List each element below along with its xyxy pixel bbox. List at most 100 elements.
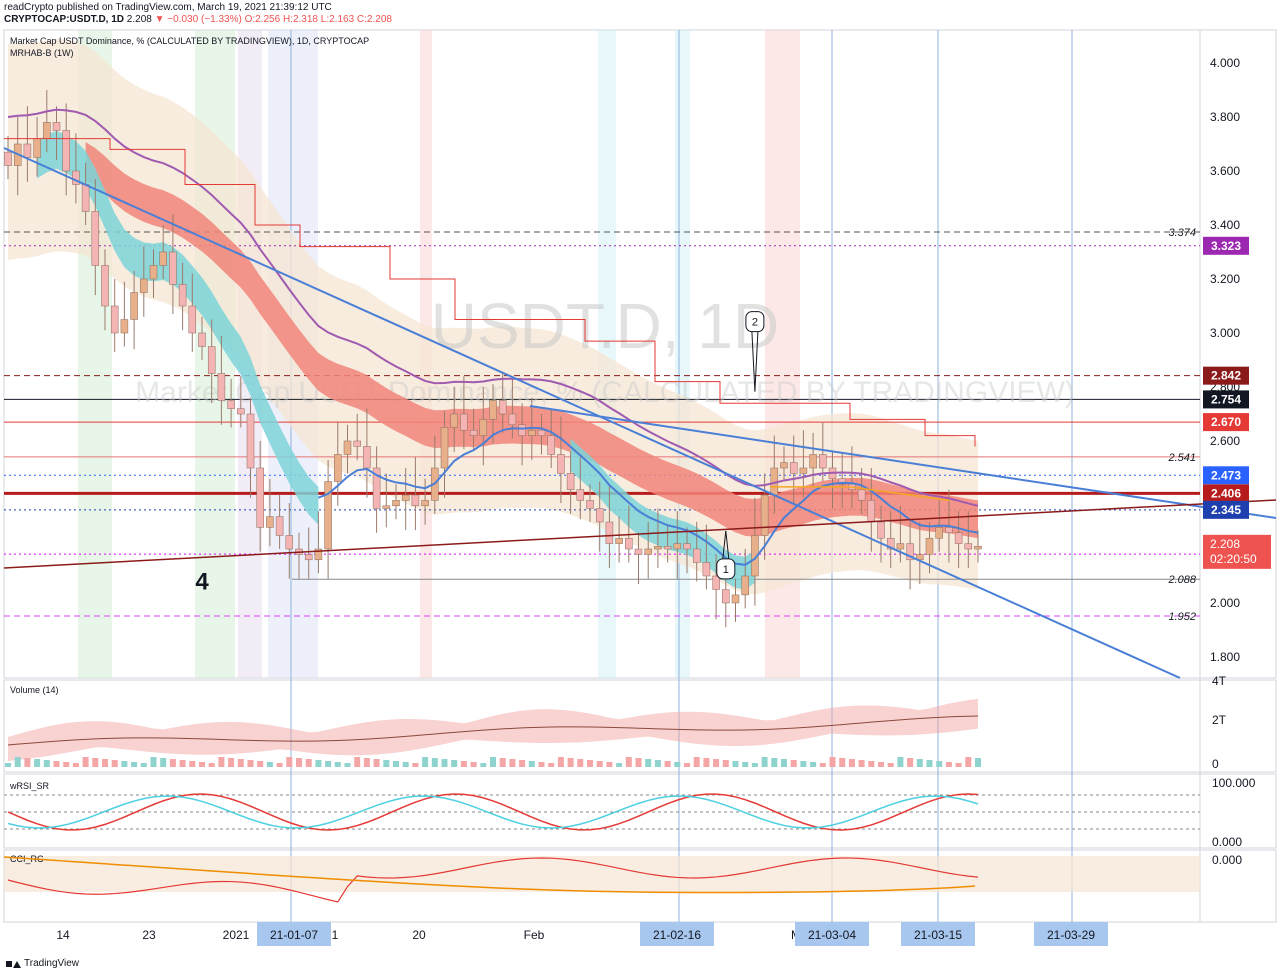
volume-bar xyxy=(509,759,516,767)
price-tag-label: 2.345 xyxy=(1211,503,1241,517)
volume-bar xyxy=(926,760,933,767)
price-axis-tick: 3.400 xyxy=(1210,218,1240,232)
cci-axis-tick: 0.000 xyxy=(1212,853,1242,867)
volume-bar xyxy=(577,759,584,767)
envelope-band xyxy=(8,38,978,595)
price-tag xyxy=(1203,466,1249,485)
volume-axis-tick: 0 xyxy=(1212,757,1219,771)
candle-body xyxy=(178,284,187,307)
main-pane-frame xyxy=(3,29,1277,679)
volume-bar xyxy=(693,757,700,767)
volume-bar xyxy=(422,757,429,767)
rsi-title: wRSI_SR xyxy=(9,781,50,791)
candle-body xyxy=(712,575,720,590)
volume-bar xyxy=(771,758,778,767)
rsi-signal-line xyxy=(7,795,979,829)
cci-ma xyxy=(3,856,976,894)
volume-bar xyxy=(14,757,21,767)
candle-body xyxy=(266,516,274,528)
volume-bar xyxy=(24,758,31,767)
volume-bar xyxy=(315,760,322,767)
volume-axis-tick: 2T xyxy=(1212,713,1227,727)
candle-body xyxy=(498,400,507,415)
price-axis: 4.0003.8003.6003.4003.2003.0002.8002.600… xyxy=(1210,56,1240,664)
callout-box xyxy=(716,558,736,580)
candle-body xyxy=(343,440,352,455)
time-axis-label: 21-03-15 xyxy=(914,928,962,942)
ma-ribbons xyxy=(37,130,979,590)
volume-bar xyxy=(218,757,225,767)
volume-bar xyxy=(606,762,613,767)
candle-body xyxy=(33,138,41,158)
volume-bar xyxy=(848,759,855,767)
candle-body xyxy=(363,446,371,469)
volume-bar xyxy=(965,757,972,767)
candle-body xyxy=(62,130,70,172)
volume-bar xyxy=(664,761,671,767)
candle-body xyxy=(23,143,32,158)
candle-body xyxy=(692,548,701,563)
price-axis-tick: 4.000 xyxy=(1210,56,1240,70)
time-axis: 1423202121-01-07120Feb21-02-16M21-03-042… xyxy=(56,922,1108,946)
descending-trendline-2 xyxy=(529,405,1277,519)
candle-body xyxy=(799,467,808,474)
time-axis-label: 21-02-16 xyxy=(653,928,701,942)
volume-bar xyxy=(645,759,652,767)
last-price: 2.208 xyxy=(126,14,152,25)
volume-bar xyxy=(334,762,341,767)
volume-bar xyxy=(150,757,157,767)
candle-body xyxy=(392,500,400,507)
volume-bar xyxy=(92,758,99,767)
watermark-symbol: USDT.D, 1D xyxy=(431,290,780,362)
volume-bar xyxy=(684,763,690,767)
volume-bar xyxy=(199,762,205,767)
candle-body xyxy=(974,546,982,550)
candle-body xyxy=(780,462,788,469)
volume-bar xyxy=(897,757,904,767)
volume-bar xyxy=(839,758,846,767)
annotation-label: 4 xyxy=(195,569,209,596)
volume-bar xyxy=(732,761,739,767)
candle-body xyxy=(110,305,119,334)
current-price-tag xyxy=(1203,534,1271,569)
purple-moving-average xyxy=(7,108,979,507)
symbol-name: CRYPTOCAP:USDT.D, 1D xyxy=(4,14,125,25)
candle-body xyxy=(857,489,866,501)
price-tag xyxy=(1203,236,1249,255)
volume-bar xyxy=(431,758,438,767)
indicator-lines xyxy=(3,108,1277,679)
volume-bar xyxy=(441,759,448,767)
teal-ribbon xyxy=(570,438,755,590)
volume-bar xyxy=(713,759,720,767)
candle-body xyxy=(615,537,623,544)
price-level-label: 2.541 xyxy=(1167,452,1196,464)
triangle-down-icon: ▼ xyxy=(154,14,165,25)
volume-bar xyxy=(490,757,496,767)
candle-body xyxy=(411,494,420,507)
ohlc-open: O:2.256 xyxy=(244,14,281,25)
candle-body xyxy=(237,408,245,415)
volume-bar xyxy=(325,761,332,767)
orange-line xyxy=(770,486,951,502)
volume-bar xyxy=(761,757,768,767)
volume-bar xyxy=(975,758,981,767)
rsi-axis-tick: 0.000 xyxy=(1212,835,1242,849)
candle-body xyxy=(275,516,284,536)
candle-body xyxy=(964,543,973,550)
volume-bar xyxy=(907,758,914,767)
volume-bar xyxy=(916,759,923,767)
price-axis-tick: 3.800 xyxy=(1210,110,1240,124)
time-axis-label: 23 xyxy=(142,928,156,942)
price-tag-label: 3.323 xyxy=(1211,239,1241,253)
candle-body xyxy=(528,429,536,436)
candle-body xyxy=(382,505,391,509)
current-price-label: 2.208 xyxy=(1210,537,1240,551)
candle-body xyxy=(809,454,817,469)
candle-body xyxy=(557,454,565,474)
candle-body xyxy=(440,427,449,469)
candle-body xyxy=(663,546,672,550)
volume-bar xyxy=(169,759,176,767)
candle-body xyxy=(741,575,749,596)
candle-body xyxy=(605,521,614,544)
